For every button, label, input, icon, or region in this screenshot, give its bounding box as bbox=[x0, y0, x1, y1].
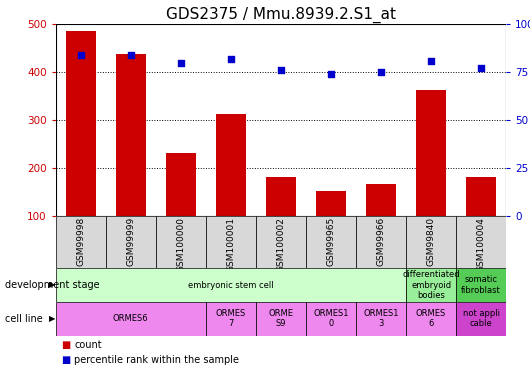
Bar bbox=[406, 302, 456, 336]
Bar bbox=[406, 268, 456, 302]
Text: differentiated
embryoid
bodies: differentiated embryoid bodies bbox=[402, 270, 460, 300]
Bar bbox=[256, 216, 306, 268]
Bar bbox=[466, 177, 496, 216]
Text: ■: ■ bbox=[61, 355, 70, 365]
Text: GSM99840: GSM99840 bbox=[427, 217, 436, 266]
Bar bbox=[306, 216, 356, 268]
Bar bbox=[266, 177, 296, 216]
Text: not appli
cable: not appli cable bbox=[463, 309, 500, 328]
Point bbox=[377, 69, 385, 75]
Bar bbox=[456, 302, 506, 336]
Text: GSM99998: GSM99998 bbox=[76, 217, 85, 267]
Point bbox=[277, 67, 285, 73]
Bar bbox=[456, 216, 506, 268]
Text: ORMES
7: ORMES 7 bbox=[216, 309, 246, 328]
Bar bbox=[356, 216, 406, 268]
Text: embryonic stem cell: embryonic stem cell bbox=[188, 280, 273, 290]
Text: percentile rank within the sample: percentile rank within the sample bbox=[74, 355, 239, 365]
Point bbox=[477, 65, 485, 71]
Text: count: count bbox=[74, 340, 102, 350]
Text: somatic
fibroblast: somatic fibroblast bbox=[461, 275, 501, 295]
Bar bbox=[56, 216, 105, 268]
Text: ORMES1
3: ORMES1 3 bbox=[363, 309, 399, 328]
Bar bbox=[366, 184, 396, 216]
Text: GSM99965: GSM99965 bbox=[326, 217, 335, 267]
Bar bbox=[156, 216, 206, 268]
Bar bbox=[216, 114, 246, 216]
Bar bbox=[66, 31, 96, 216]
Bar bbox=[105, 216, 156, 268]
Text: ORMES1
0: ORMES1 0 bbox=[313, 309, 349, 328]
Bar bbox=[416, 90, 446, 216]
Text: ORMES
6: ORMES 6 bbox=[416, 309, 446, 328]
Text: ▶: ▶ bbox=[49, 314, 56, 323]
Text: GSM100000: GSM100000 bbox=[176, 217, 186, 272]
Text: ■: ■ bbox=[61, 340, 70, 350]
Point bbox=[326, 71, 335, 77]
Text: ORME
S9: ORME S9 bbox=[268, 309, 294, 328]
Text: GSM99966: GSM99966 bbox=[376, 217, 385, 267]
Bar bbox=[406, 216, 456, 268]
Bar bbox=[306, 302, 356, 336]
Text: ▶: ▶ bbox=[49, 280, 56, 290]
Text: GSM99999: GSM99999 bbox=[126, 217, 135, 267]
Bar bbox=[356, 302, 406, 336]
Bar bbox=[116, 54, 146, 216]
Bar bbox=[456, 268, 506, 302]
Text: cell line: cell line bbox=[5, 314, 43, 324]
Bar bbox=[56, 268, 406, 302]
Text: ORMES6: ORMES6 bbox=[113, 314, 148, 323]
Title: GDS2375 / Mmu.8939.2.S1_at: GDS2375 / Mmu.8939.2.S1_at bbox=[166, 7, 396, 23]
Bar bbox=[56, 302, 206, 336]
Point bbox=[127, 52, 135, 58]
Point bbox=[76, 52, 85, 58]
Bar bbox=[256, 302, 306, 336]
Text: GSM100001: GSM100001 bbox=[226, 217, 235, 272]
Text: GSM100004: GSM100004 bbox=[476, 217, 485, 272]
Bar bbox=[206, 302, 256, 336]
Point bbox=[176, 60, 185, 66]
Point bbox=[427, 58, 435, 64]
Bar bbox=[206, 216, 256, 268]
Bar bbox=[316, 191, 346, 216]
Text: GSM100002: GSM100002 bbox=[277, 217, 285, 272]
Bar bbox=[166, 153, 196, 216]
Point bbox=[227, 56, 235, 62]
Text: development stage: development stage bbox=[5, 280, 100, 290]
